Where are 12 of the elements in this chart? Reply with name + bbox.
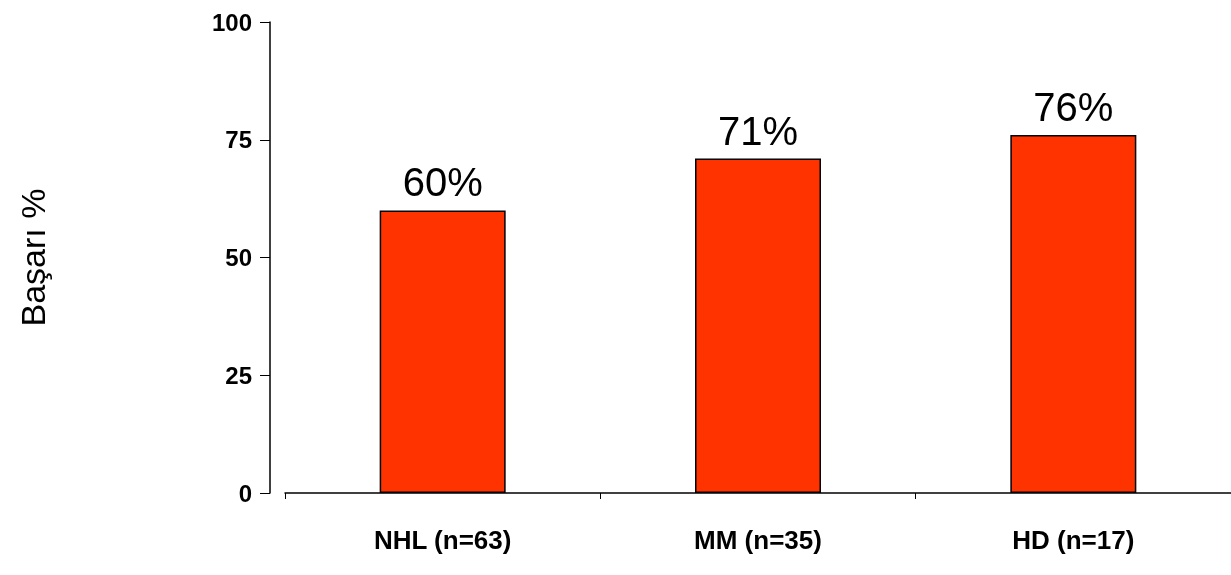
data-label: 60% bbox=[402, 160, 483, 205]
y-tick-label: 50 bbox=[225, 244, 252, 271]
data-label: 71% bbox=[717, 108, 799, 153]
x-tick-label: HD (n=17) bbox=[1012, 525, 1135, 555]
data-label: 76% bbox=[1033, 85, 1114, 130]
y-tick-label: 75 bbox=[225, 126, 252, 154]
y-tick-label: 100 bbox=[211, 8, 252, 36]
y-tick-label: 0 bbox=[238, 479, 252, 507]
y-tick-label: 25 bbox=[225, 361, 252, 389]
y-axis-title: Başarı % bbox=[14, 188, 52, 327]
x-tick-label: NHL (n=63) bbox=[373, 525, 512, 555]
x-tick-label: MM (n=35) bbox=[694, 525, 822, 555]
